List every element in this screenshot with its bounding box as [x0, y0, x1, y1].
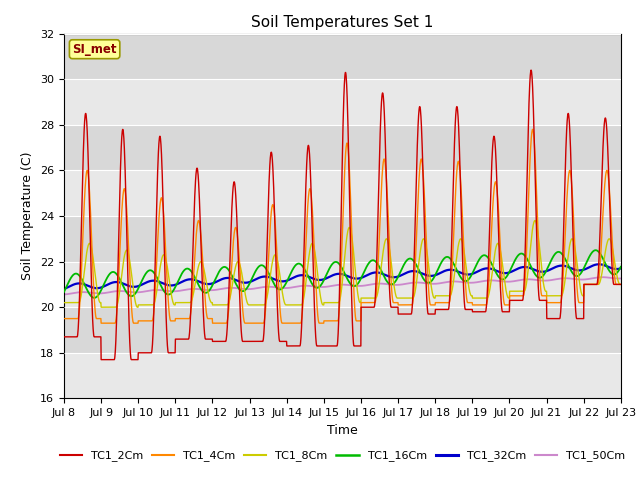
TC1_8Cm [371, 295, 379, 301]
X-axis label: Time: Time [327, 424, 358, 437]
TC1_2Cm [97, 357, 105, 362]
TC1_32Cm [358, 275, 366, 280]
TC1_32Cm [504, 270, 512, 276]
Text: SI_met: SI_met [72, 43, 117, 56]
TC1_16Cm [584, 258, 591, 264]
TC1_2Cm [359, 304, 367, 310]
TC1_16Cm [617, 264, 625, 270]
Line: TC1_16Cm: TC1_16Cm [64, 250, 621, 298]
TC1_8Cm [216, 302, 223, 308]
TC1_2Cm [504, 309, 512, 314]
TC1_50Cm [617, 276, 625, 281]
TC1_4Cm [584, 281, 591, 287]
TC1_16Cm [568, 269, 575, 275]
TC1_50Cm [358, 283, 366, 288]
TC1_2Cm [371, 301, 379, 307]
TC1_16Cm [60, 289, 68, 295]
TC1_16Cm [216, 268, 223, 274]
TC1_8Cm [617, 281, 625, 287]
Legend: TC1_2Cm, TC1_4Cm, TC1_8Cm, TC1_16Cm, TC1_32Cm, TC1_50Cm: TC1_2Cm, TC1_4Cm, TC1_8Cm, TC1_16Cm, TC1… [55, 446, 630, 466]
TC1_32Cm [216, 277, 223, 283]
Line: TC1_8Cm: TC1_8Cm [64, 221, 621, 307]
TC1_50Cm [583, 276, 591, 282]
TC1_4Cm [529, 127, 536, 132]
TC1_8Cm [584, 281, 591, 287]
Bar [64, 34, 621, 79]
TC1_2Cm [584, 281, 591, 287]
TC1_4Cm [216, 320, 223, 326]
TC1_2Cm [216, 338, 223, 344]
TC1_50Cm [216, 287, 223, 292]
TC1_32Cm [371, 270, 378, 276]
TC1_16Cm [504, 271, 512, 277]
Bar [64, 125, 621, 170]
Y-axis label: Soil Temperature (C): Soil Temperature (C) [22, 152, 35, 280]
TC1_2Cm [527, 67, 535, 73]
TC1_32Cm [568, 265, 575, 271]
TC1_16Cm [359, 272, 367, 278]
TC1_8Cm [359, 295, 367, 301]
Line: TC1_4Cm: TC1_4Cm [64, 130, 621, 323]
TC1_8Cm [568, 236, 576, 242]
TC1_4Cm [568, 187, 576, 192]
TC1_4Cm [359, 300, 367, 305]
Title: Soil Temperatures Set 1: Soil Temperatures Set 1 [252, 15, 433, 30]
TC1_8Cm [60, 300, 68, 305]
Line: TC1_2Cm: TC1_2Cm [64, 70, 621, 360]
TC1_50Cm [568, 276, 575, 282]
TC1_4Cm [60, 316, 68, 322]
TC1_50Cm [598, 274, 606, 280]
TC1_16Cm [592, 247, 600, 253]
TC1_4Cm [371, 300, 379, 305]
TC1_4Cm [97, 320, 105, 326]
TC1_4Cm [504, 302, 512, 308]
TC1_32Cm [60, 286, 68, 292]
TC1_16Cm [371, 258, 379, 264]
Bar [64, 307, 621, 353]
TC1_4Cm [617, 281, 625, 287]
TC1_50Cm [504, 279, 512, 285]
TC1_32Cm [583, 265, 591, 271]
Line: TC1_32Cm: TC1_32Cm [64, 264, 621, 289]
TC1_16Cm [90, 295, 98, 301]
TC1_8Cm [504, 295, 512, 301]
TC1_32Cm [595, 261, 603, 267]
Bar [64, 216, 621, 262]
TC1_8Cm [97, 304, 105, 310]
TC1_50Cm [371, 281, 378, 287]
TC1_50Cm [60, 291, 68, 297]
TC1_2Cm [617, 281, 625, 287]
TC1_2Cm [60, 334, 68, 340]
TC1_8Cm [531, 218, 539, 224]
Line: TC1_50Cm: TC1_50Cm [64, 277, 621, 294]
TC1_2Cm [568, 198, 576, 204]
TC1_32Cm [617, 265, 625, 271]
